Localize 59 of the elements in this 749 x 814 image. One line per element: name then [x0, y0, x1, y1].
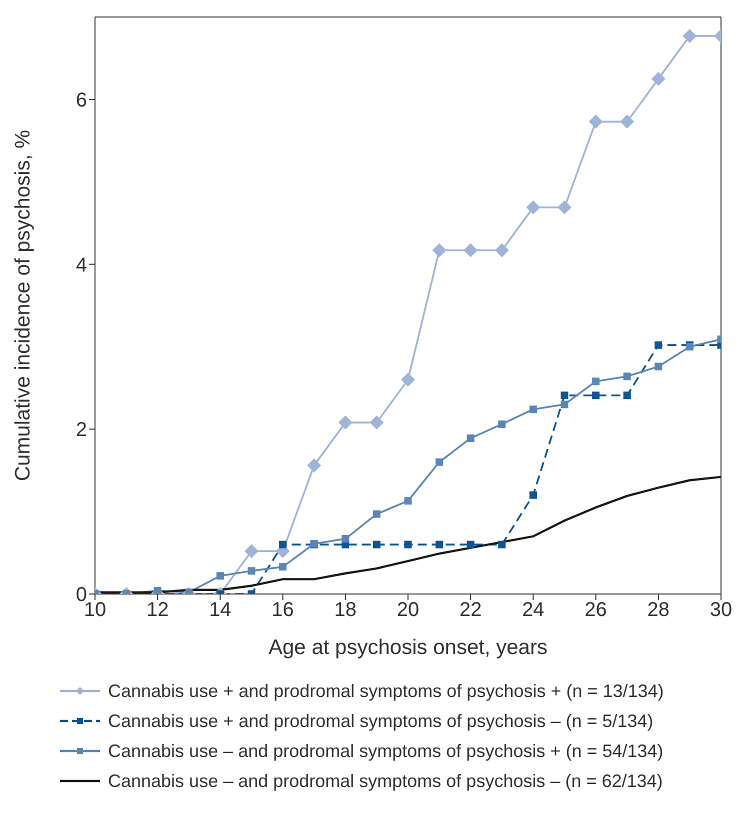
legend-label: Cannabis use + and prodromal symptoms of psychosis + (n = 13/134)	[108, 680, 664, 703]
x-tick-label: 14	[209, 599, 232, 622]
point	[654, 362, 662, 370]
point	[244, 544, 258, 558]
point	[436, 458, 444, 466]
point	[620, 114, 634, 129]
y-tick-label: 6	[76, 90, 87, 112]
point	[372, 510, 380, 518]
point	[404, 540, 412, 548]
point	[432, 243, 446, 258]
x-tick-label: 24	[522, 599, 544, 622]
point	[682, 28, 697, 43]
legend-label: Cannabis use + and prodromal symptoms of psychosis – (n = 5/134)	[108, 710, 654, 733]
x-tick-label: 16	[272, 599, 294, 622]
point	[248, 567, 256, 575]
point	[279, 540, 287, 548]
point	[307, 458, 322, 472]
point	[498, 420, 506, 428]
x-tick-label: 28	[647, 599, 670, 622]
x-tick-label: 30	[710, 599, 732, 622]
y-tick-label: 2	[76, 419, 87, 442]
legend-label: Cannabis use – and prodromal symptoms of psychosis + (n = 54/134)	[108, 740, 664, 763]
x-tick-label: 20	[396, 599, 420, 622]
point	[651, 72, 666, 86]
point	[498, 540, 506, 548]
x-tick-label: 22	[459, 599, 482, 622]
legend-label: Cannabis use – and prodromal symptoms of psychosis – (n = 62/134)	[108, 770, 663, 793]
y-axis-title: Cumulative incidence of psychosis, %	[11, 130, 34, 482]
point	[623, 372, 631, 380]
x-tick-label: 26	[584, 599, 607, 622]
point	[526, 200, 540, 214]
x-tick-label: 12	[146, 599, 169, 622]
point	[466, 434, 474, 442]
point	[372, 540, 380, 548]
point	[592, 378, 600, 386]
point	[588, 114, 603, 129]
point	[464, 243, 478, 258]
point	[529, 406, 537, 414]
point	[404, 497, 412, 505]
point	[401, 372, 415, 387]
x-tick-label: 18	[334, 599, 357, 622]
point	[216, 572, 224, 580]
point	[279, 563, 287, 571]
point	[560, 400, 568, 408]
point	[342, 535, 350, 543]
point	[623, 392, 631, 400]
x-axis-title: Age at psychosis onset, years	[268, 636, 548, 659]
point	[558, 200, 572, 214]
point	[154, 586, 162, 594]
point	[654, 341, 662, 349]
point	[436, 540, 444, 548]
point	[338, 416, 352, 430]
point	[529, 491, 537, 499]
y-tick-label: 4	[76, 254, 87, 276]
point	[592, 392, 600, 400]
point	[560, 392, 568, 400]
point	[494, 243, 509, 258]
point	[466, 540, 474, 548]
point	[370, 416, 384, 430]
